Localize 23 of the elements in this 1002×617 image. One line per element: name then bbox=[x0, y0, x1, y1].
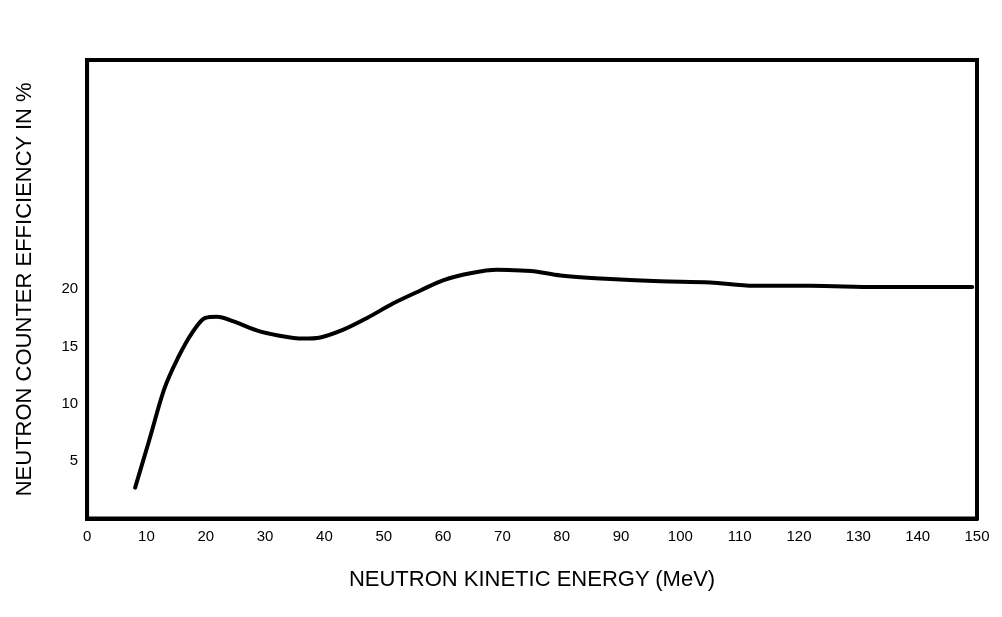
y-axis-title: NEUTRON COUNTER EFFICIENCY IN % bbox=[11, 82, 37, 497]
x-tick-label: 120 bbox=[786, 526, 812, 544]
x-tick-label: 60 bbox=[434, 526, 452, 544]
x-tick-label: 140 bbox=[905, 526, 931, 544]
x-tick-label: 80 bbox=[553, 526, 571, 544]
x-tick-label: 30 bbox=[256, 526, 274, 544]
x-tick-label: 50 bbox=[375, 526, 393, 544]
x-tick-label: 100 bbox=[667, 526, 693, 544]
y-tick-label: 15 bbox=[61, 336, 79, 354]
line-series bbox=[133, 267, 975, 490]
x-tick-label: 150 bbox=[964, 526, 990, 544]
y-tick-label: 20 bbox=[61, 279, 79, 297]
x-tick-label: 20 bbox=[197, 526, 215, 544]
x-tick-label: 90 bbox=[612, 526, 630, 544]
x-tick-label: 130 bbox=[845, 526, 871, 544]
y-tick-label: 10 bbox=[61, 394, 79, 412]
x-tick-label: 110 bbox=[727, 526, 752, 544]
x-tick-label: 40 bbox=[316, 526, 333, 544]
x-tick-label: 0 bbox=[82, 526, 92, 544]
x-tick-label: 10 bbox=[138, 526, 155, 544]
x-tick-label: 70 bbox=[494, 526, 511, 544]
x-axis-title: NEUTRON KINETIC ENERGY (MeV) bbox=[348, 565, 716, 591]
y-tick-label: 5 bbox=[69, 451, 79, 469]
